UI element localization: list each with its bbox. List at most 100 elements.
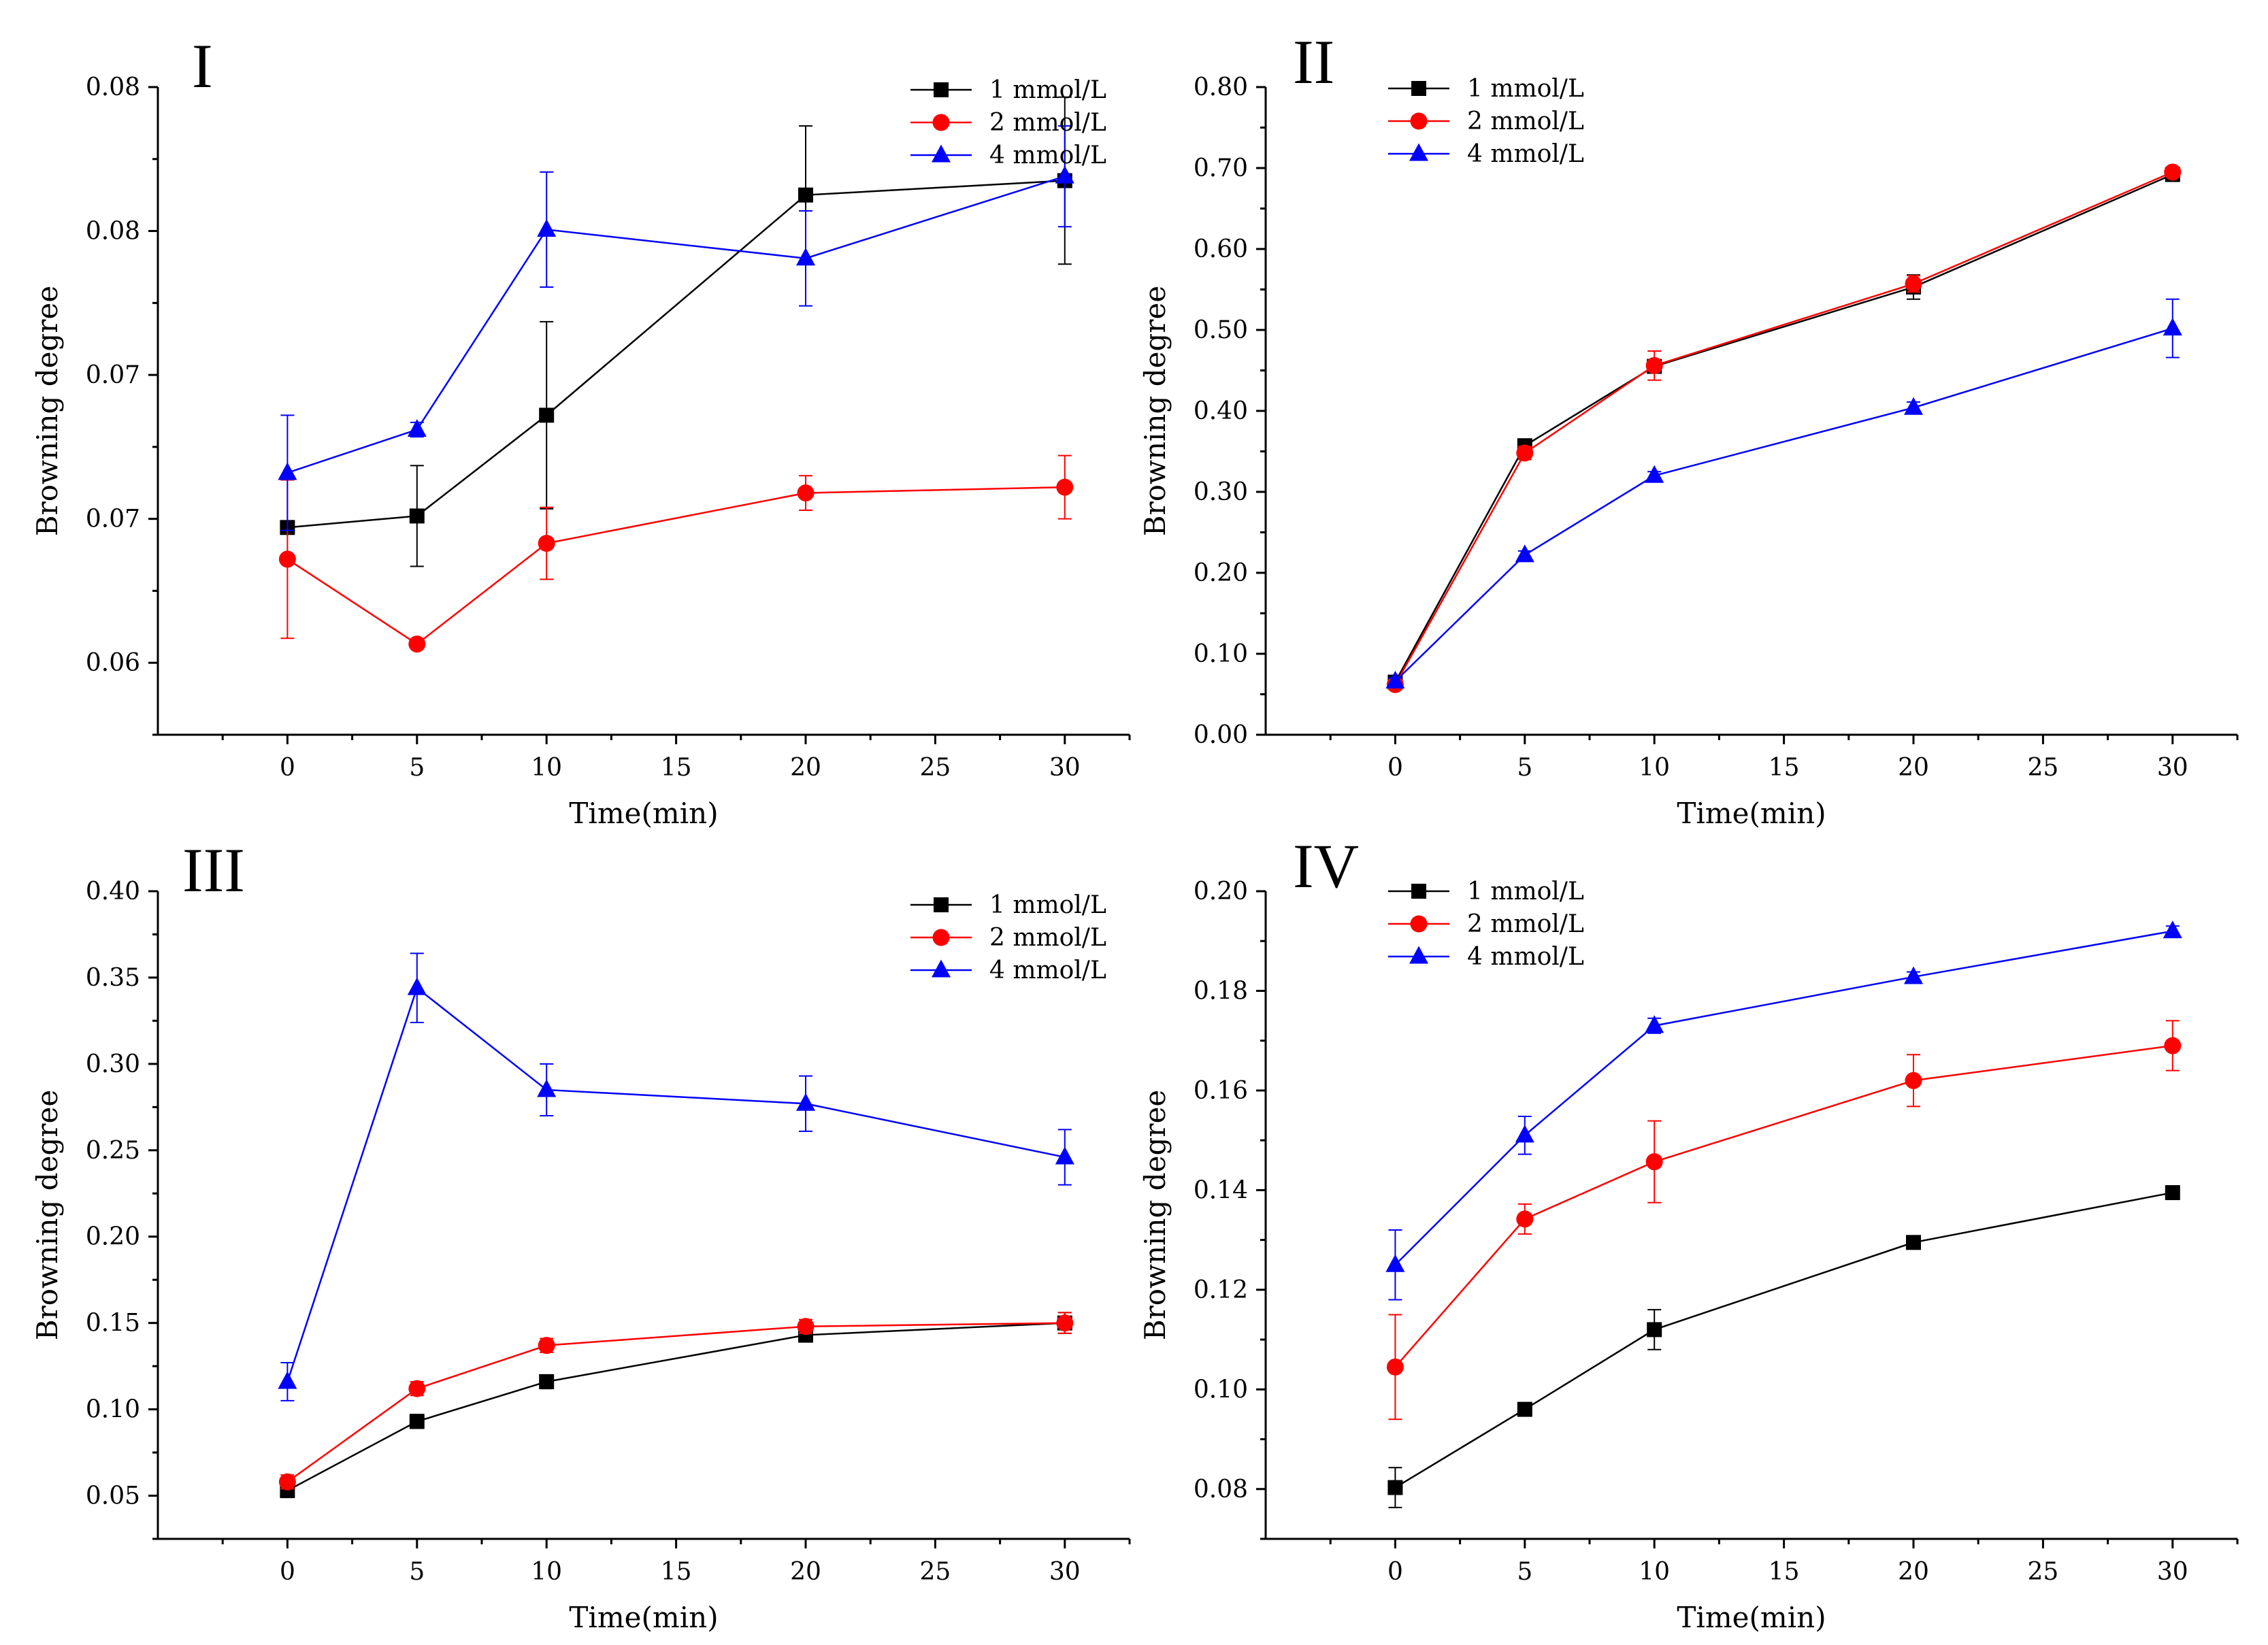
legend-marker — [932, 959, 951, 978]
y-tick-label: 0.20 — [1194, 559, 1248, 587]
y-tick-label: 0.12 — [1194, 1276, 1248, 1304]
data-point — [1906, 1235, 1921, 1250]
legend-label: 4 mmol/L — [1467, 140, 1584, 168]
series-line — [286, 1322, 1065, 1483]
data-point — [797, 1318, 815, 1335]
series-1-mmol-l — [280, 1312, 1072, 1499]
data-point — [537, 1079, 557, 1097]
y-tick-label: 0.60 — [1194, 235, 1248, 263]
x-tick-label: 25 — [2027, 1558, 2058, 1586]
y-tick-label: 0.40 — [1194, 397, 1248, 425]
data-point — [796, 248, 815, 266]
x-tick-label: 15 — [661, 754, 692, 782]
panel-title: III — [182, 835, 245, 905]
data-point — [539, 408, 555, 423]
data-point — [407, 977, 427, 995]
series-line — [286, 1322, 1065, 1492]
data-point — [1055, 165, 1074, 184]
data-point — [1905, 1071, 1922, 1089]
data-point — [409, 1414, 425, 1429]
series-4-mmol-l — [1385, 298, 2182, 688]
data-point — [1647, 1322, 1662, 1337]
y-tick-label: 0.07 — [86, 361, 140, 389]
legend-marker — [1409, 143, 1428, 161]
y-tick-label: 0.06 — [86, 649, 140, 677]
data-point — [1645, 1015, 1664, 1033]
y-tick-label: 0.18 — [1194, 977, 1248, 1005]
series-line — [287, 175, 1066, 474]
legend-label: 1 mmol/L — [989, 891, 1106, 919]
y-tick-label: 0.10 — [1194, 1376, 1248, 1403]
x-tick-label: 5 — [1517, 754, 1532, 782]
x-axis-title: Time(min) — [1677, 797, 1826, 830]
legend-label: 1 mmol/L — [1467, 75, 1584, 103]
series-4-mmol-l — [278, 952, 1074, 1401]
y-tick-label: 0.15 — [86, 1310, 140, 1337]
x-tick-label: 30 — [2157, 1558, 2188, 1586]
x-axis-title: Time(min) — [1677, 1601, 1826, 1634]
data-point — [1904, 397, 1923, 415]
data-point — [1904, 966, 1923, 984]
x-tick-label: 10 — [531, 754, 562, 782]
series-line — [1394, 171, 2173, 685]
legend-label: 2 mmol/L — [989, 924, 1106, 952]
data-point — [798, 187, 813, 203]
legend-marker — [932, 114, 950, 131]
data-point — [409, 508, 425, 524]
data-point — [1645, 465, 1664, 483]
data-point — [1385, 1254, 1405, 1272]
data-point — [1516, 444, 1534, 462]
y-tick-label: 0.30 — [86, 1050, 140, 1078]
legend-label: 1 mmol/L — [1467, 878, 1584, 905]
y-tick-label: 0.20 — [1194, 878, 1248, 905]
x-tick-label: 0 — [1387, 1558, 1403, 1586]
y-axis-title: Browning degree — [1138, 1090, 1172, 1340]
y-tick-label: 0.16 — [1194, 1077, 1248, 1105]
legend-label: 4 mmol/L — [1467, 943, 1584, 971]
series-2-mmol-l — [1386, 163, 2182, 693]
data-point — [1905, 275, 1922, 293]
data-point — [2164, 1037, 2182, 1054]
data-point — [538, 1337, 555, 1355]
panel-I: 0 5 10 15 20 25 30 0.06 0.07 0.07 0.08 0.08 Time(min… — [31, 31, 1131, 830]
series-line — [1394, 327, 2173, 682]
legend-label: 1 mmol/L — [989, 76, 1106, 104]
data-point — [1055, 1146, 1074, 1165]
legend: 1 mmol/L 2 mmol/L 4 mmol/L — [1388, 75, 1584, 168]
series-1-mmol-l — [1387, 167, 2180, 690]
legend: 1 mmol/L 2 mmol/L 4 mmol/L — [910, 76, 1106, 169]
legend-marker — [934, 897, 949, 912]
y-tick-label: 0.08 — [86, 218, 140, 246]
y-tick-label: 0.30 — [1194, 478, 1248, 506]
data-point — [408, 635, 426, 653]
x-tick-label: 0 — [280, 754, 295, 782]
legend-label: 2 mmol/L — [1467, 910, 1584, 938]
y-tick-label: 0.20 — [86, 1223, 140, 1251]
data-point — [1517, 1401, 1532, 1417]
series-2-mmol-l — [1386, 1020, 2182, 1420]
y-tick-label: 0.50 — [1194, 316, 1248, 344]
data-point — [1056, 1314, 1074, 1332]
y-axis-title: Browning degree — [31, 286, 64, 536]
legend-marker — [934, 82, 949, 97]
series-2-mmol-l — [278, 454, 1074, 653]
y-tick-label: 0.07 — [86, 505, 140, 533]
data-point — [537, 218, 557, 237]
data-point — [407, 419, 427, 437]
y-tick-label: 0.14 — [1194, 1176, 1248, 1204]
data-point — [796, 1093, 815, 1111]
y-tick-label: 0.10 — [86, 1396, 140, 1424]
data-point — [2163, 920, 2182, 939]
data-point — [1516, 1210, 1534, 1228]
series-2-mmol-l — [278, 1312, 1074, 1491]
x-tick-label: 30 — [1049, 754, 1081, 782]
data-point — [278, 462, 297, 480]
x-axis-title: Time(min) — [569, 1601, 718, 1634]
data-point — [1515, 544, 1534, 563]
x-tick-label: 25 — [919, 754, 951, 782]
x-tick-label: 20 — [790, 1558, 821, 1586]
x-tick-label: 0 — [1387, 754, 1403, 782]
data-point — [797, 484, 815, 502]
legend: 1 mmol/L 2 mmol/L 4 mmol/L — [1388, 878, 1584, 971]
legend-marker — [1411, 884, 1426, 899]
